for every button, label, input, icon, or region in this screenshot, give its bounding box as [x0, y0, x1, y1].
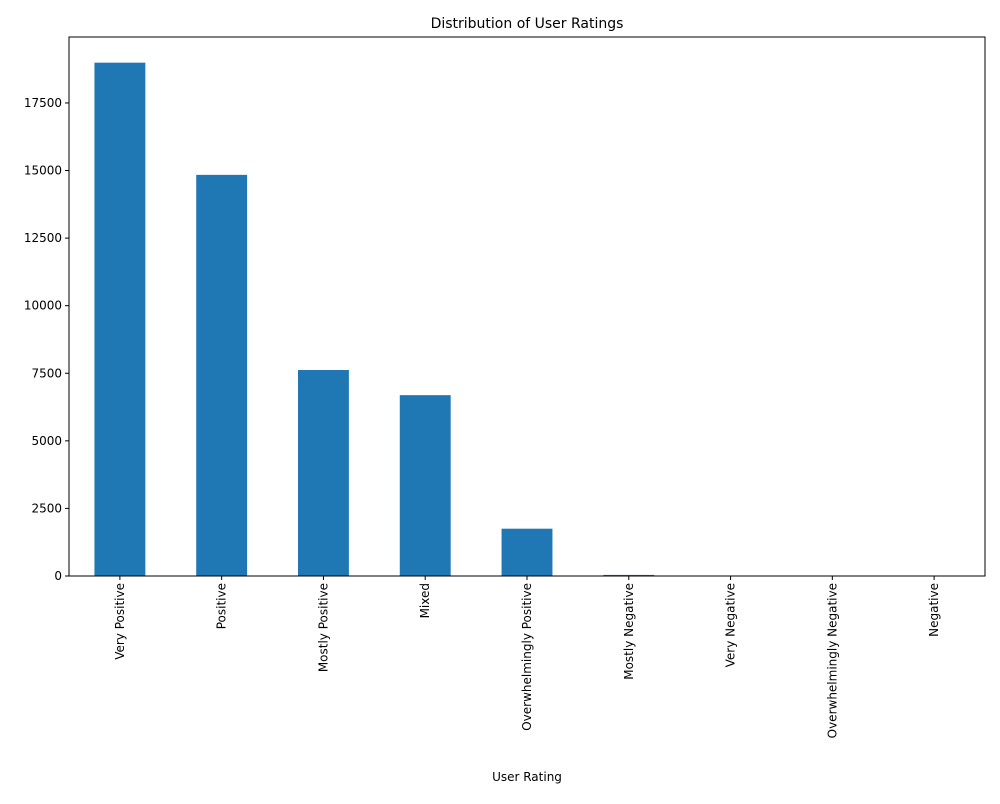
y-tick-label: 5000 — [31, 434, 62, 448]
y-tick-label: 10000 — [24, 299, 62, 313]
y-tick-label: 2500 — [31, 501, 62, 515]
bar — [196, 175, 247, 576]
x-tick-label: Very Negative — [724, 583, 738, 667]
y-tick-label: 17500 — [24, 96, 62, 110]
x-axis: Very Positive Positive Mostly Positive Mixe… — [113, 576, 941, 738]
x-axis-label: User Rating — [492, 770, 562, 784]
bar — [400, 395, 451, 576]
x-tick-label: Mostly Positive — [316, 583, 330, 672]
x-tick-label: Mixed — [418, 583, 432, 618]
bar — [94, 63, 145, 576]
y-tick-label: 15000 — [24, 164, 62, 178]
x-tick-label: Overwhelmingly Negative — [825, 583, 839, 738]
x-tick-label: Negative — [927, 583, 941, 637]
bar-series — [94, 63, 959, 576]
y-tick-label: 0 — [54, 569, 62, 583]
bar — [502, 529, 553, 576]
chart-title: Distribution of User Ratings — [431, 16, 624, 32]
x-tick-label: Mostly Negative — [622, 583, 636, 680]
y-tick-label: 12500 — [24, 231, 62, 245]
bar — [298, 370, 349, 576]
y-tick-label: 7500 — [31, 366, 62, 380]
x-tick-label: Overwhelmingly Positive — [520, 583, 534, 731]
y-axis: 0 2500 5000 7500 10000 12500 15000 17500 — [24, 96, 69, 583]
x-tick-label: Positive — [215, 583, 229, 629]
x-tick-label: Very Positive — [113, 583, 127, 660]
